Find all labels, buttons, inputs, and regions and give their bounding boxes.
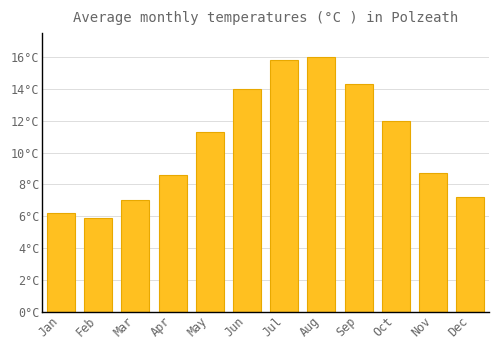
Bar xyxy=(196,132,224,312)
Bar xyxy=(308,57,336,312)
Bar xyxy=(419,173,447,312)
Bar xyxy=(382,121,410,312)
Bar xyxy=(344,84,372,312)
Bar xyxy=(84,218,112,312)
Bar xyxy=(233,89,261,312)
Title: Average monthly temperatures (°C ) in Polzeath: Average monthly temperatures (°C ) in Po… xyxy=(73,11,458,25)
Bar xyxy=(47,213,75,312)
Bar xyxy=(456,197,484,312)
Bar xyxy=(122,200,150,312)
Bar xyxy=(270,60,298,312)
Bar xyxy=(158,175,186,312)
